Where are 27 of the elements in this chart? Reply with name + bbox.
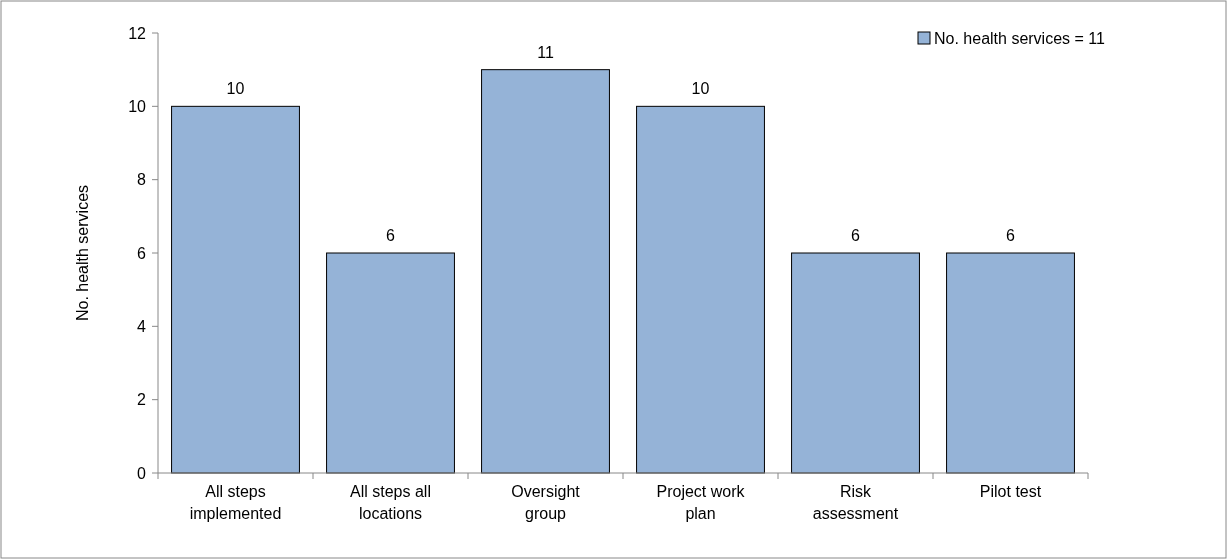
x-tick-label: All steps implemented [189,483,282,522]
data-label: 6 [1006,227,1016,244]
data-label: 6 [851,227,861,244]
bar [946,252,1075,474]
x-tick-label: Risk assessment [812,483,899,522]
legend-label: No. health services = 11 [934,29,1106,47]
y-tick-label: 0 [137,464,147,482]
bar [171,105,300,474]
y-tick-label: 4 [137,317,147,335]
y-tick-label: 6 [137,244,147,262]
y-tick-label: 12 [128,24,147,42]
data-label: 6 [386,227,396,244]
y-tick-label: 2 [137,391,147,409]
x-tick-label: All steps all locations [350,483,431,522]
data-label: 10 [226,80,245,98]
x-tick-label: Oversight group [511,483,581,522]
bar [326,252,455,474]
bar [636,105,765,474]
data-label: 10 [691,80,710,98]
y-tick-label: 8 [137,171,147,189]
bar [791,252,920,474]
x-tick-label: Pilot test [979,483,1042,500]
x-tick-label: Project work plan [656,483,746,522]
data-label: 11 [537,43,554,61]
bar [481,69,610,474]
y-tick-label: 10 [128,97,147,115]
y-axis-title: No. health services [74,184,91,322]
